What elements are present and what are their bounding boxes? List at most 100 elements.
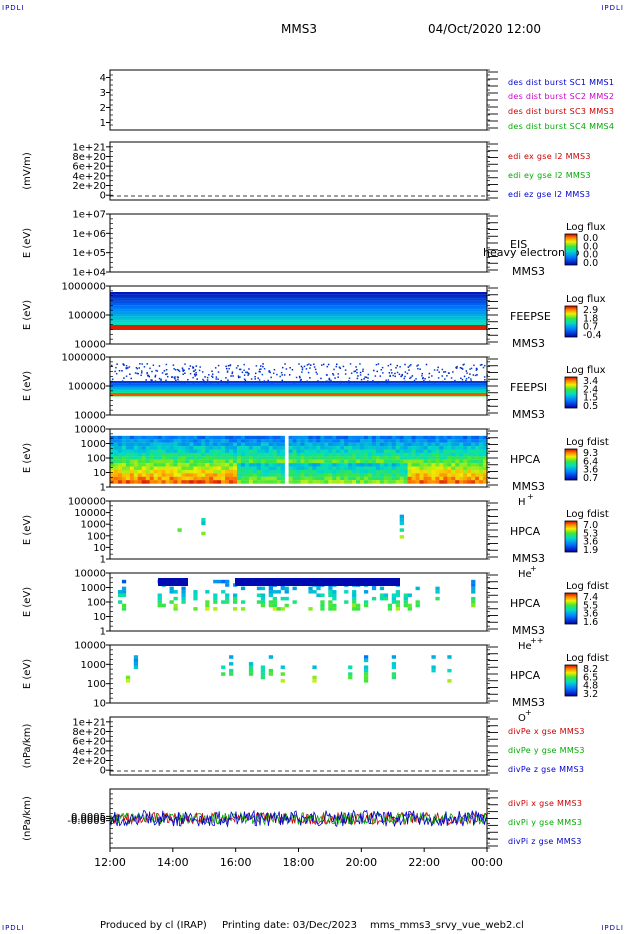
panel-5-colorbar-tick-label: 0.5 — [583, 401, 598, 412]
panel-6-spectrogram-cell — [455, 439, 460, 443]
panel-6-spectrogram-cell — [288, 439, 293, 443]
panel-5-spectrogram-pixel — [136, 367, 139, 370]
panel-6-spectrogram-cell — [268, 442, 274, 447]
panel-6-spectrogram-cell — [387, 442, 393, 447]
panel-6-spectrogram-cell — [411, 476, 416, 481]
panel-6-spectrogram-cell — [387, 476, 393, 481]
panel-6-spectrogram-cell — [403, 452, 408, 457]
panel-3-y-axis-label: E (eV) — [22, 228, 33, 258]
panel-5-spectrogram-pixel — [158, 377, 161, 380]
panel-5-spectrogram-pixel — [470, 367, 473, 370]
panel-6-spectrogram-cell — [340, 469, 345, 474]
panel-6-spectrogram-cell — [252, 459, 258, 464]
panel-3-y-tick-label: 1e+06 — [72, 229, 106, 240]
panel-6-spectrogram-cell — [415, 449, 420, 453]
panel-6-spectrogram-cell — [169, 439, 174, 443]
panel-8-spectrogram-cell — [280, 586, 285, 591]
panel-6-spectrogram-cell — [324, 456, 329, 460]
panel-8-spectrogram-cell — [471, 603, 476, 608]
panel-6-spectrogram-cell — [169, 452, 174, 457]
panel-5-spectrogram-pixel — [215, 378, 217, 380]
panel-5-spectrogram-pixel — [387, 379, 390, 381]
panel-6-spectrogram-cell — [244, 439, 250, 443]
panel-6-spectrogram-cell — [149, 452, 154, 457]
panel-5-spectrogram-pixel — [176, 368, 179, 371]
panel-6-spectrogram-cell — [201, 446, 206, 450]
panel-6-spectrogram-cell — [165, 473, 170, 477]
panel-6-spectrogram-cell — [213, 435, 218, 440]
panel-6-spectrogram-cell — [225, 449, 230, 453]
panel-6-spectrogram-cell — [447, 435, 452, 440]
panel-6-spectrogram-cell — [475, 480, 480, 484]
panel-8-spectrogram-cell — [213, 596, 218, 601]
panel-6-spectrogram-cell — [356, 442, 361, 447]
panel-6-spectrogram-cell — [399, 476, 404, 481]
panel-6-spectrogram-cell — [379, 449, 385, 453]
panel-9-spectrogram-cell — [221, 665, 226, 669]
panel-6-spectrogram-cell — [328, 439, 333, 443]
panel-6-spectrogram-cell — [149, 463, 154, 467]
panel-6-spectrogram-cell — [213, 456, 218, 460]
panel-6-spectrogram-cell — [447, 469, 452, 474]
panel-8-spectrogram-cell — [332, 607, 337, 611]
panel-8-spectrogram-cell — [284, 586, 289, 591]
panel-6-spectrogram-cell — [371, 446, 377, 450]
panel-6-spectrogram-cell — [360, 466, 365, 471]
panel-6-spectrogram-cell — [145, 480, 150, 484]
panel-6-spectrogram-cell — [236, 449, 242, 453]
panel-6-spectrogram-cell — [133, 452, 139, 457]
panel-6-spectrogram-cell — [316, 439, 321, 443]
panel-6-spectrogram-cell — [447, 439, 452, 443]
panel-6-spectrogram-cell — [205, 449, 210, 453]
panel-6-spectrogram-cell — [467, 469, 472, 474]
panel-6-spectrogram-cell — [455, 446, 460, 450]
panel-6-spectrogram-cell — [344, 473, 349, 477]
panel-6-spectrogram-cell — [149, 439, 154, 443]
panel-8-spectrogram-cell — [121, 593, 127, 597]
panel-6-spectrogram-cell — [165, 442, 170, 447]
panel-6-spectrogram-cell — [431, 480, 436, 484]
panel-1-legend-label: des dist burst SC1 MMS1 — [508, 78, 614, 87]
panel-6-spectrogram-cell — [141, 466, 147, 471]
panel-6-spectrogram-cell — [121, 442, 127, 447]
panel-6-spectrogram-cell — [149, 466, 154, 471]
panel-5-spectrogram-pixel — [367, 377, 369, 379]
panel-6-spectrogram-cell — [300, 435, 305, 440]
panel-8-y-axis-label: E (eV) — [22, 587, 33, 617]
panel-8-spectrogram-cell — [173, 596, 178, 601]
panel-5-spectrogram-pixel — [338, 366, 341, 368]
panel-6-spectrogram-cell — [193, 452, 198, 457]
panel-6-spectrogram-cell — [407, 452, 412, 457]
panel-7-spectrogram-cell — [201, 518, 206, 522]
panel-5-spectrogram-pixel — [243, 369, 245, 372]
panel-6-spectrogram-cell — [117, 463, 123, 467]
panel-6-spectrogram-cell — [463, 439, 468, 443]
panel-6-spectrogram-cell — [479, 439, 484, 443]
panel-6-spectrogram-cell — [379, 469, 385, 474]
panel-6-spectrogram-cell — [340, 435, 345, 440]
panel-6-spectrogram-cell — [439, 469, 444, 474]
panel-5-spectrogram-pixel — [137, 372, 139, 375]
panel-6-spectrogram-cell — [467, 473, 472, 477]
panel-6-spectrogram-cell — [451, 473, 456, 477]
panel-1-y-tick-label: 1 — [100, 118, 106, 129]
panel-5-spectrogram-pixel — [211, 375, 213, 378]
panel-6-spectrogram-cell — [133, 466, 139, 471]
panel-6-spectrogram-cell — [213, 469, 218, 474]
panel-6-spectrogram-cell — [177, 449, 182, 453]
panel-6-spectrogram-cell — [320, 442, 325, 447]
panel-5-spectrogram-pixel — [237, 365, 239, 367]
panel-6-spectrogram-cell — [344, 480, 349, 484]
panel-6-spectrogram-cell — [201, 456, 206, 460]
panel-6-spectrogram-cell — [288, 473, 293, 477]
panel-6-spectrogram-cell — [276, 463, 281, 467]
panel-5-spectrogram-pixel — [425, 363, 428, 366]
panel-6-spectrogram-cell — [121, 446, 127, 450]
panel-8-spectrogram-cell — [379, 596, 385, 601]
panel-6-spectrogram-cell — [145, 435, 150, 440]
panel-5-spectrogram-pixel — [177, 369, 180, 372]
panel-6-spectrogram-cell — [288, 446, 293, 450]
panel-6-spectrogram-cell — [439, 446, 444, 450]
panel-6-spectrogram-cell — [403, 473, 408, 477]
panel-5-spectrogram-pixel — [380, 369, 383, 371]
